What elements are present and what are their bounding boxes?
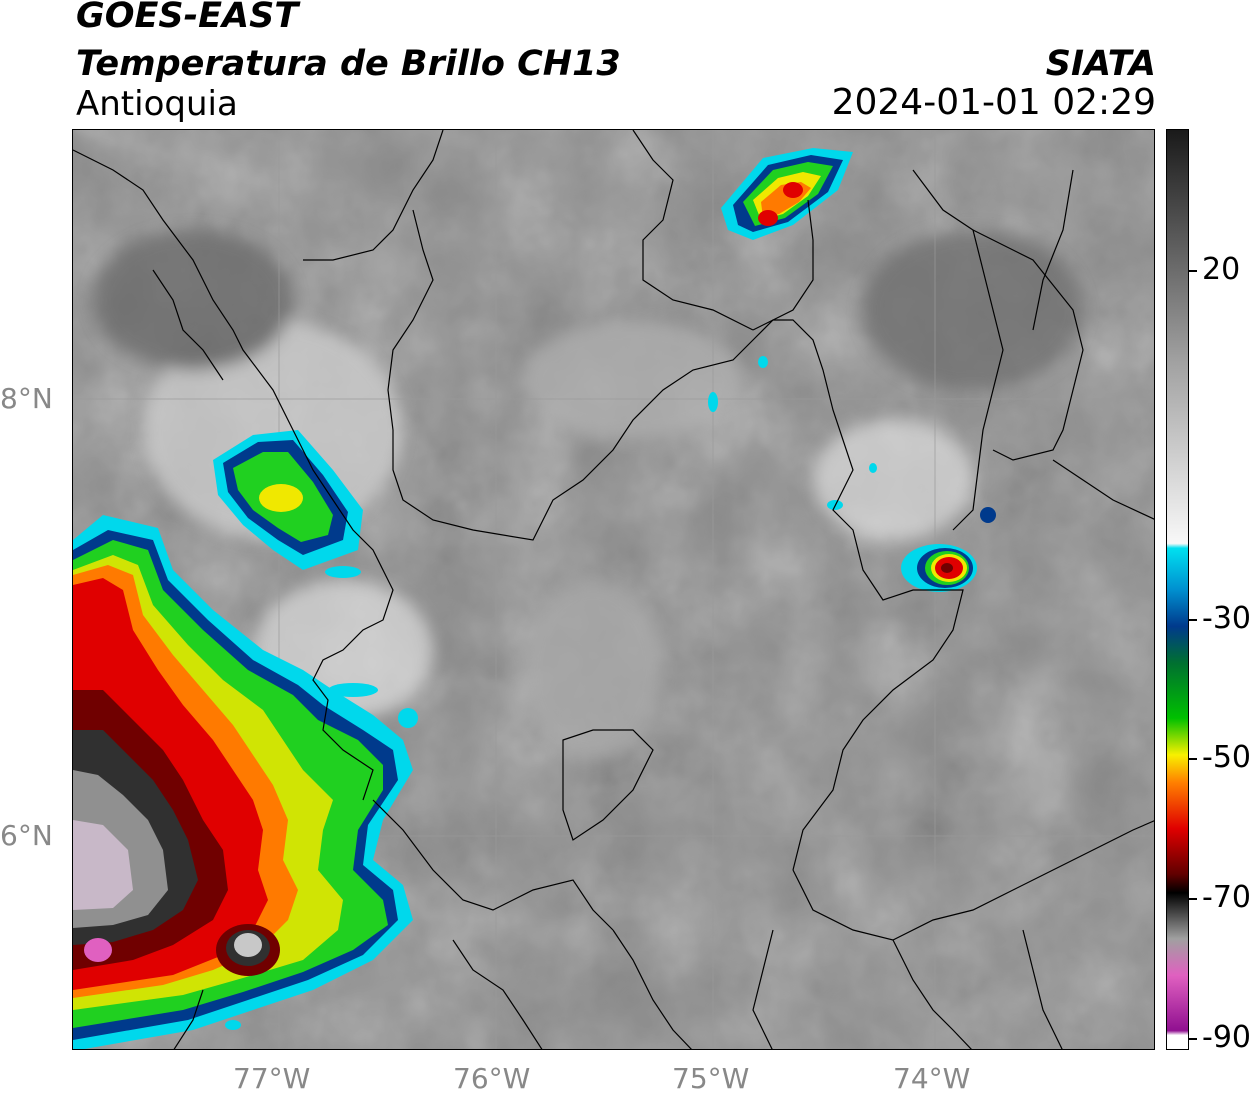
- lat-label-8n: 8°N: [0, 382, 53, 415]
- agency-label: SIATA: [1045, 44, 1156, 84]
- light-cloud-areas: [93, 230, 1083, 760]
- colorbar-tick-minus30: [1189, 619, 1197, 621]
- datetime-label: 2024-01-01 02:29: [831, 82, 1156, 123]
- storm-east: [827, 463, 996, 592]
- colorbar-tick-minus70: [1189, 898, 1197, 900]
- region-label: Antioquia: [76, 84, 238, 124]
- lon-label-76w: 76°W: [453, 1062, 531, 1095]
- lon-label-75w: 75°W: [672, 1062, 750, 1095]
- lat-label-6n: 6°N: [0, 819, 53, 852]
- satellite-title: GOES-EAST: [76, 0, 299, 36]
- storm-north: [721, 148, 853, 240]
- colorbar-label-minus50: -50: [1202, 740, 1251, 775]
- coldest-spot: [84, 938, 112, 962]
- lon-label-77w: 77°W: [233, 1062, 311, 1095]
- colorbar: [1166, 129, 1189, 1050]
- colorbar-tick-minus90: [1189, 1038, 1197, 1040]
- colorbar-tick-minus50: [1189, 758, 1197, 760]
- map-canvas: [73, 130, 1154, 1049]
- product-title: Temperatura de Brillo CH13: [76, 44, 621, 84]
- colorbar-label-minus30: -30: [1202, 601, 1251, 636]
- storm-northwest: [213, 430, 363, 570]
- small-cold-patches: [225, 356, 768, 1030]
- colorbar-label-minus70: -70: [1202, 880, 1251, 915]
- colorbar-tick-20: [1189, 270, 1197, 272]
- satellite-map: [72, 129, 1155, 1050]
- colorbar-label-minus90: -90: [1202, 1020, 1251, 1055]
- colorbar-label-20: 20: [1202, 252, 1241, 287]
- lon-label-74w: 74°W: [893, 1062, 971, 1095]
- political-boundaries: [73, 130, 1154, 1049]
- storm-west: [73, 515, 413, 1049]
